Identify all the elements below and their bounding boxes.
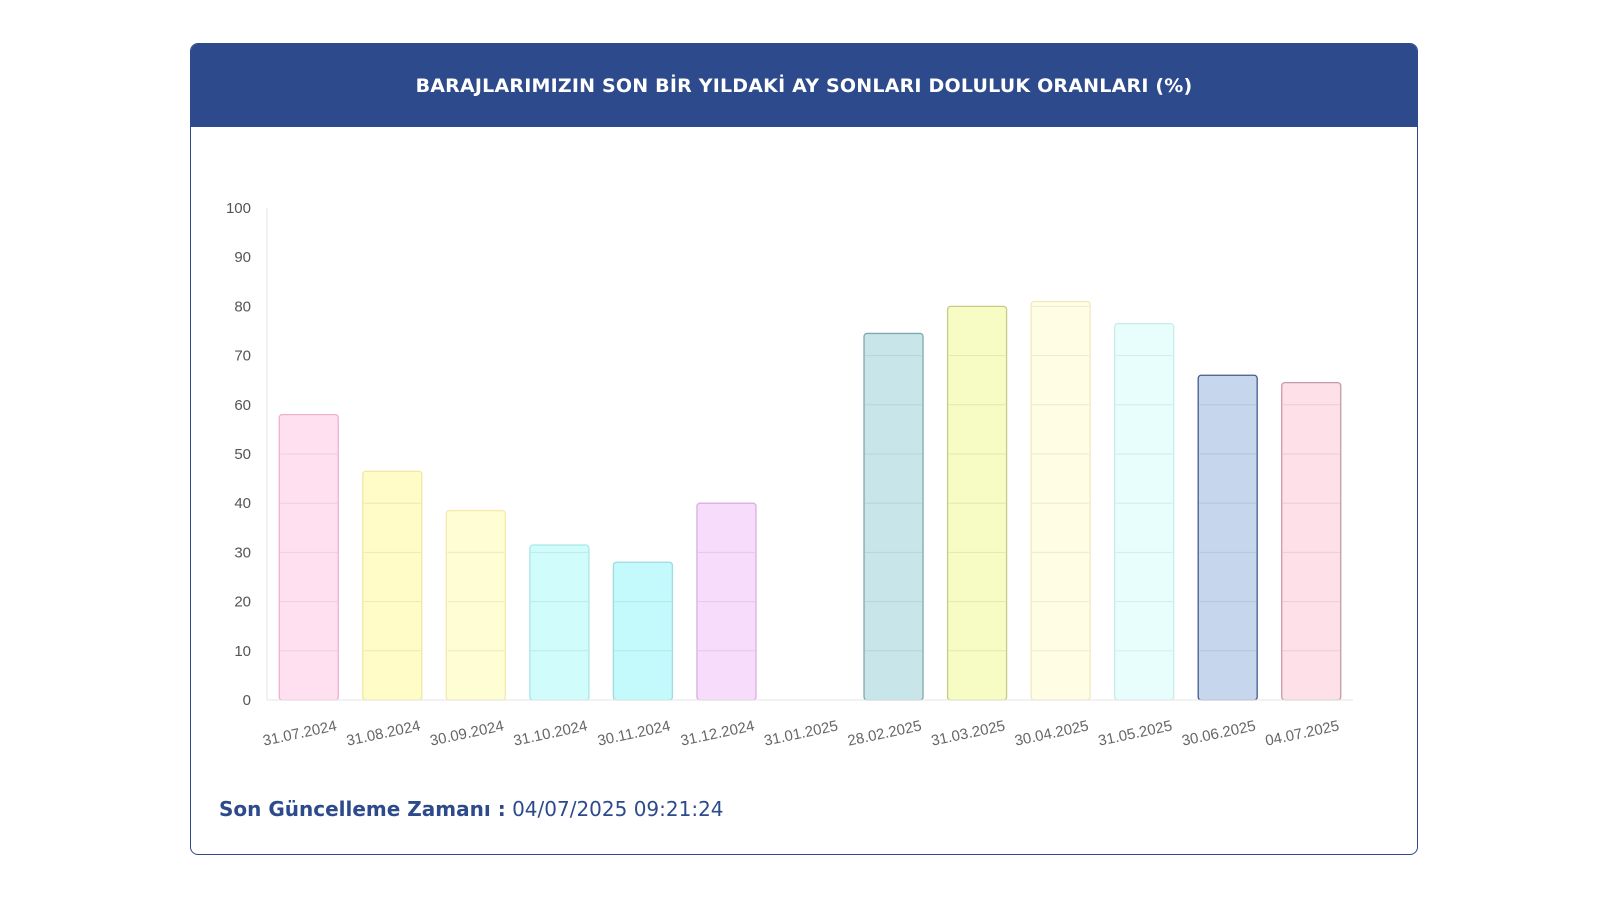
x-tick-label: 31.01.2025 [763,717,840,749]
last-update-value: 04/07/2025 09:21:24 [512,797,724,821]
bar[interactable] [863,332,924,701]
y-tick-label: 60 [234,397,251,414]
chart-title: BARAJLARIMIZIN SON BİR YILDAKİ AY SONLAR… [415,74,1193,97]
last-update: Son Güncelleme Zamanı : 04/07/2025 09:21… [219,797,724,821]
bar[interactable] [612,561,674,701]
x-tick-label: 31.07.2024 [261,717,338,749]
y-tick-label: 90 [234,249,251,266]
bar[interactable] [1030,300,1091,701]
chart-area: 0 10 20 30 40 50 60 70 80 90 100 31.07.2024 31.08.20… [191,127,1417,767]
x-tick-label: 31.05.2025 [1097,717,1174,749]
x-tick-label: 31.03.2025 [930,717,1007,749]
x-tick-label: 28.02.2025 [846,717,923,749]
y-tick-label: 0 [243,692,251,709]
x-tick-label: 31.12.2024 [679,717,756,749]
x-tick-label: 04.07.2025 [1264,717,1341,749]
y-tick-label: 30 [234,544,251,561]
x-tick-label: 30.04.2025 [1013,717,1090,749]
bar-chart: 0 10 20 30 40 50 60 70 80 90 100 31.07.2024 31.08.20… [226,200,1353,750]
card-header: BARAJLARIMIZIN SON BİR YILDAKİ AY SONLAR… [191,44,1417,127]
bar[interactable] [1281,382,1342,701]
x-tick-label: 31.10.2024 [512,717,589,749]
bar[interactable] [362,470,423,701]
bar[interactable] [445,509,506,701]
last-update-label: Son Güncelleme Zamanı : [219,797,506,821]
y-tick-label: 70 [234,348,251,365]
bar[interactable] [529,544,590,701]
chart-card: BARAJLARIMIZIN SON BİR YILDAKİ AY SONLAR… [190,43,1418,855]
y-tick-label: 20 [234,594,251,611]
bar[interactable] [278,413,339,701]
x-tick-label: 30.11.2024 [596,718,672,750]
y-tick-label: 10 [234,643,251,660]
y-tick-label: 40 [234,495,251,512]
x-tick-label: 31.08.2024 [345,717,422,749]
x-tick-label: 30.06.2025 [1180,717,1257,749]
bar[interactable] [1114,322,1175,701]
x-tick-label: 30.09.2024 [428,717,505,749]
y-tick-label: 80 [234,298,251,315]
y-tick-label: 100 [226,200,251,217]
y-tick-label: 50 [234,446,251,463]
